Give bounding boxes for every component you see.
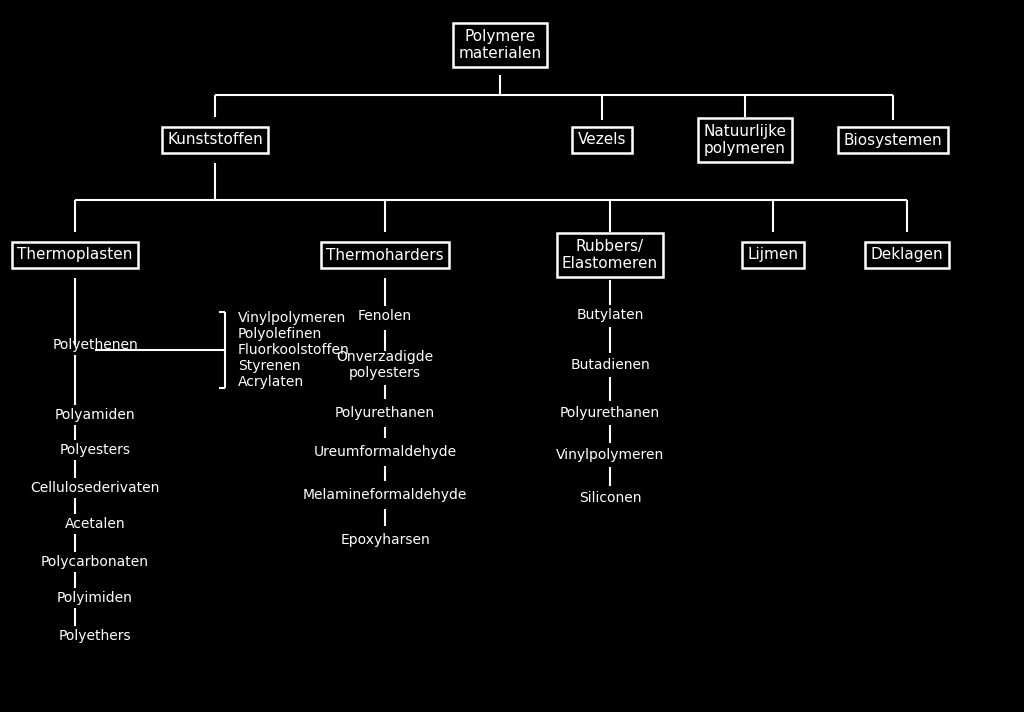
- Text: Onverzadigde
polyesters: Onverzadigde polyesters: [337, 350, 433, 380]
- Text: Rubbers/
Elastomeren: Rubbers/ Elastomeren: [562, 239, 658, 271]
- Text: Vinylpolymeren: Vinylpolymeren: [238, 311, 346, 325]
- Text: Butylaten: Butylaten: [577, 308, 644, 322]
- Text: Deklagen: Deklagen: [870, 248, 943, 263]
- Text: Melamineformaldehyde: Melamineformaldehyde: [303, 488, 467, 502]
- Text: Siliconen: Siliconen: [579, 491, 641, 505]
- Text: Butadienen: Butadienen: [570, 358, 650, 372]
- Text: Lijmen: Lijmen: [748, 248, 799, 263]
- Text: Acrylaten: Acrylaten: [238, 375, 304, 389]
- Text: Polyolefinen: Polyolefinen: [238, 327, 323, 341]
- Text: Acetalen: Acetalen: [65, 517, 125, 531]
- Text: Polyimiden: Polyimiden: [57, 591, 133, 605]
- Text: Styrenen: Styrenen: [238, 359, 300, 373]
- Text: Polyethers: Polyethers: [58, 629, 131, 643]
- Text: Vezels: Vezels: [578, 132, 627, 147]
- Text: Thermoharders: Thermoharders: [327, 248, 443, 263]
- Text: Kunststoffen: Kunststoffen: [167, 132, 263, 147]
- Text: Polyurethanen: Polyurethanen: [560, 406, 660, 420]
- Text: Polyurethanen: Polyurethanen: [335, 406, 435, 420]
- Text: Polycarbonaten: Polycarbonaten: [41, 555, 150, 569]
- Text: Natuurlijke
polymeren: Natuurlijke polymeren: [703, 124, 786, 156]
- Text: Fluorkoolstoffen: Fluorkoolstoffen: [238, 343, 350, 357]
- Text: Fenolen: Fenolen: [358, 309, 412, 323]
- Text: Polymere
materialen: Polymere materialen: [459, 28, 542, 61]
- Text: Epoxyharsen: Epoxyharsen: [340, 533, 430, 547]
- Text: Vinylpolymeren: Vinylpolymeren: [556, 448, 665, 462]
- Text: Polyamiden: Polyamiden: [54, 408, 135, 422]
- Text: Polyethenen: Polyethenen: [52, 338, 138, 352]
- Text: Polyesters: Polyesters: [59, 443, 130, 457]
- Text: Cellulosederivaten: Cellulosederivaten: [31, 481, 160, 495]
- Text: Thermoplasten: Thermoplasten: [17, 248, 133, 263]
- Text: Biosystemen: Biosystemen: [844, 132, 942, 147]
- Text: Ureumformaldehyde: Ureumformaldehyde: [313, 445, 457, 459]
